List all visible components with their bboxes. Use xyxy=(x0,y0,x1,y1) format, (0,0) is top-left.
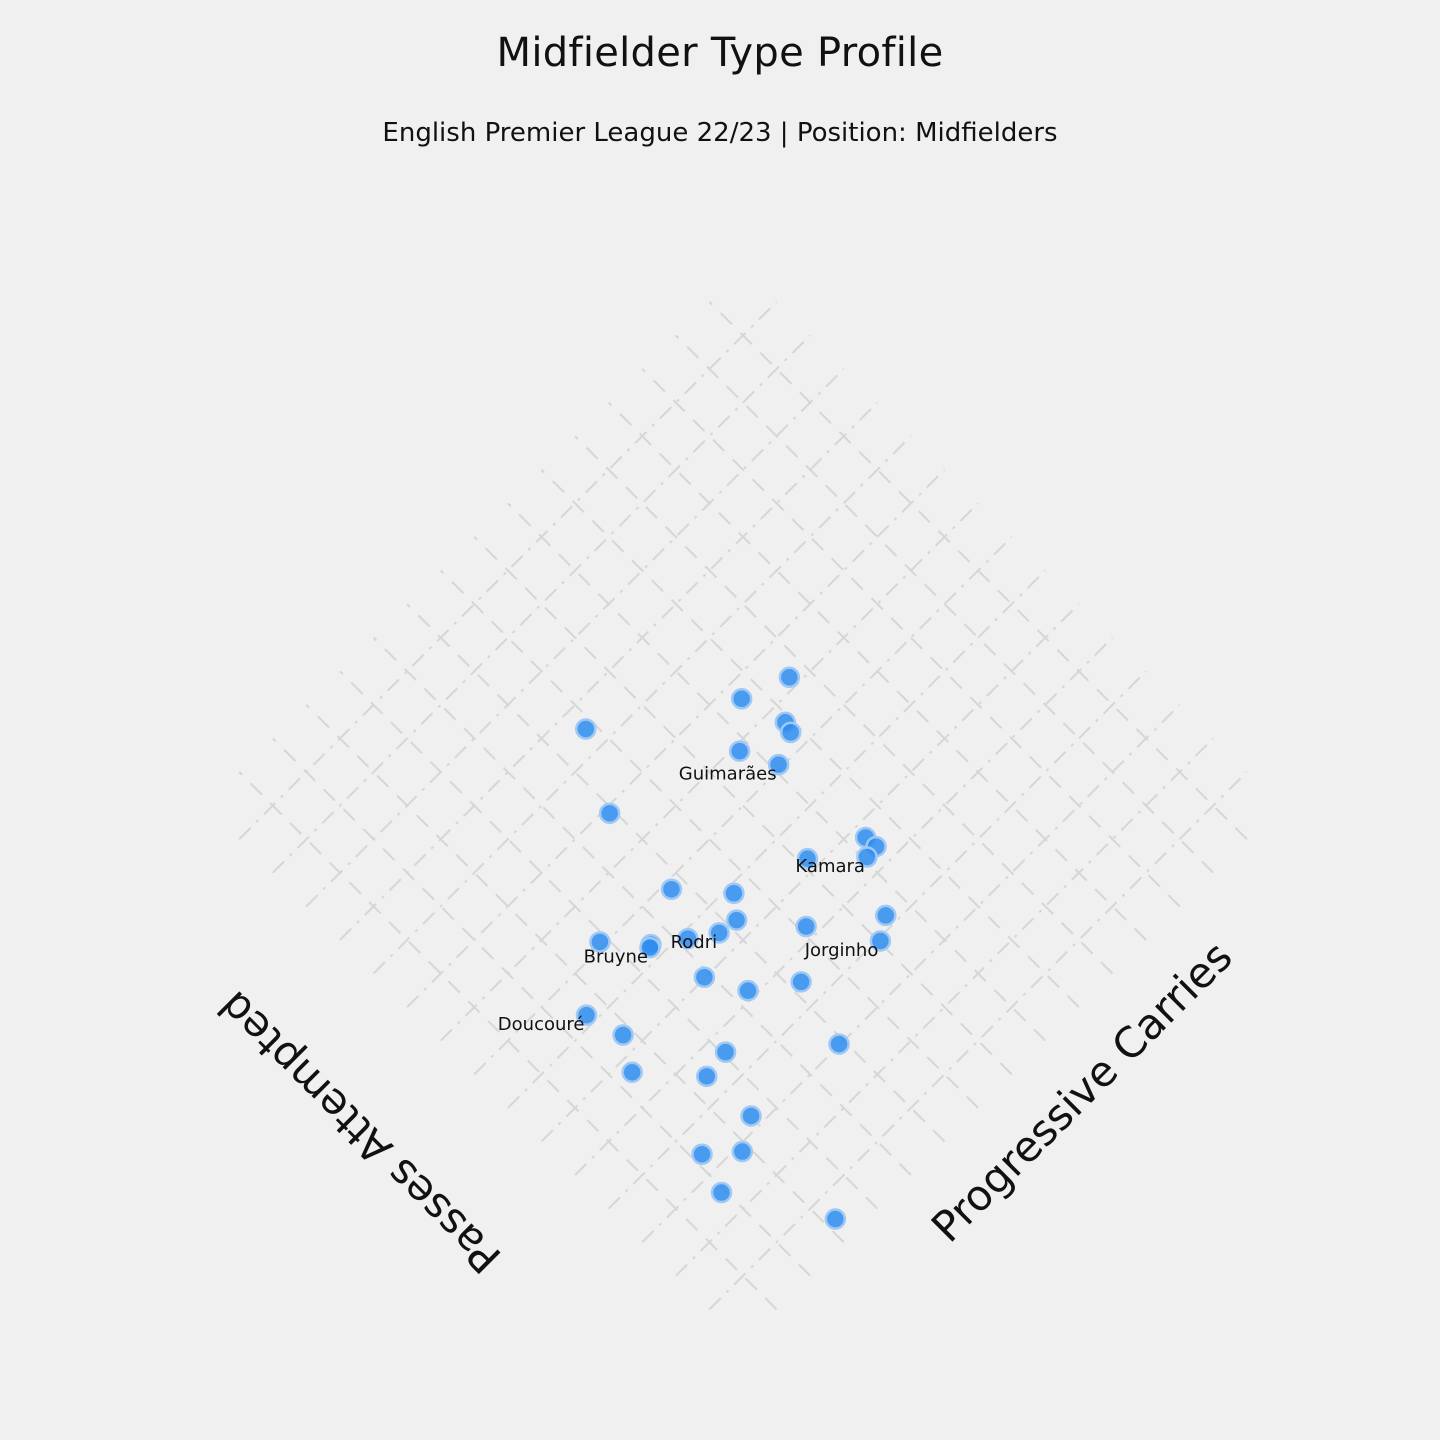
grid-line-x xyxy=(406,603,946,1143)
data-point xyxy=(714,1041,737,1063)
grid-line-x xyxy=(574,435,1114,975)
grid-line-y xyxy=(540,603,1080,1143)
data-point xyxy=(639,936,661,959)
grid-line-y xyxy=(708,771,1248,1311)
data-point xyxy=(790,971,812,993)
data-point xyxy=(740,1105,762,1127)
data-point xyxy=(856,846,878,868)
grid-line-y xyxy=(272,334,811,874)
grid-line-y xyxy=(372,435,912,975)
data-point xyxy=(796,847,819,870)
data-point xyxy=(589,931,611,953)
grid-line-x xyxy=(238,771,778,1311)
data-point xyxy=(621,1061,643,1084)
data-point xyxy=(728,740,751,762)
data-point xyxy=(828,1033,850,1055)
data-point xyxy=(767,753,790,776)
data-point xyxy=(598,802,621,825)
grid-line-x xyxy=(607,401,1147,941)
grid-line-y xyxy=(507,569,1046,1109)
grid-line-y xyxy=(305,368,845,908)
data-point xyxy=(695,1065,718,1088)
data-point xyxy=(824,1208,847,1230)
data-point xyxy=(575,718,597,740)
chart-title: Midfielder Type Profile xyxy=(496,30,944,76)
grid-line-x xyxy=(473,536,1013,1076)
grid-line-y xyxy=(641,704,1181,1243)
data-point xyxy=(693,966,716,988)
data-point xyxy=(731,1140,754,1163)
grid-line-x xyxy=(372,636,912,1176)
point-label: Doucouré xyxy=(498,1014,585,1035)
point-label: Bruyne xyxy=(584,947,648,968)
grid-line-y xyxy=(238,301,778,840)
data-point xyxy=(730,688,753,710)
grid-line-y xyxy=(473,536,1013,1076)
data-point xyxy=(708,922,730,944)
data-point xyxy=(575,1004,598,1026)
data-point xyxy=(710,1181,733,1204)
y-axis-label: Passes Attempted xyxy=(209,982,510,1283)
x-axis-label: Progressive Carries xyxy=(922,932,1242,1252)
data-points xyxy=(575,666,897,1230)
grid-line-y xyxy=(406,469,946,1008)
grid-line-y xyxy=(440,502,979,1042)
data-point xyxy=(779,721,802,744)
data-point xyxy=(795,915,817,938)
point-label: Jorginho xyxy=(804,940,879,961)
grid-line-y xyxy=(574,636,1114,1176)
data-point xyxy=(691,1143,713,1165)
point-label: Kamara xyxy=(795,856,865,877)
data-point xyxy=(723,882,745,905)
chart-subtitle: English Premier League 22/23 | Position:… xyxy=(382,118,1058,148)
grid-line-x xyxy=(641,368,1181,908)
point-label: Guimarães xyxy=(679,764,777,785)
data-point xyxy=(737,979,759,1002)
data-point xyxy=(869,930,892,952)
grid-line-x xyxy=(440,569,979,1109)
data-point xyxy=(874,904,897,927)
data-point xyxy=(677,927,699,950)
grid-line-x xyxy=(540,469,1080,1008)
data-point xyxy=(660,878,683,900)
grid-line-x xyxy=(675,334,1214,874)
data-point xyxy=(725,909,748,931)
point-labels: Bruyne Rodri Kamara Guimarães Doucouré Jorgin… xyxy=(498,764,879,1036)
point-label: Rodri xyxy=(671,932,718,953)
grid-line-y xyxy=(675,737,1214,1277)
grid-line-y xyxy=(607,670,1147,1210)
data-point xyxy=(778,666,801,689)
data-point xyxy=(612,1024,634,1046)
grid-line-y xyxy=(339,401,879,941)
